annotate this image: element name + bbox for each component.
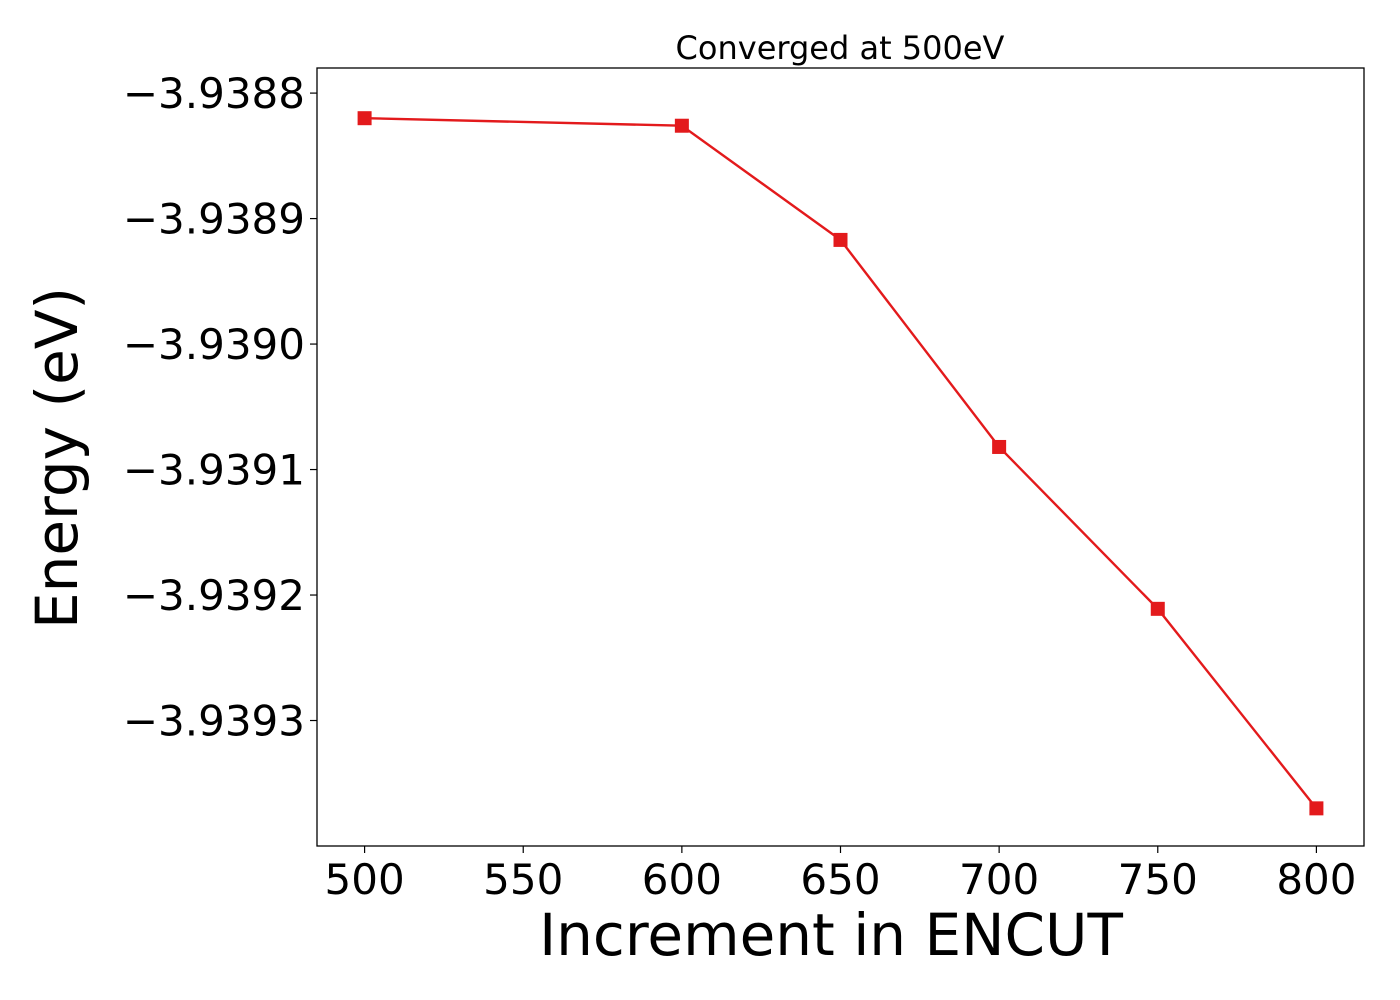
series-layer [357,111,1324,816]
y-tick-label: −3.9392 [123,571,305,620]
y-tick-label: −3.9389 [123,195,305,244]
chart-title: Converged at 500eV [676,29,1005,67]
x-tick-label: 500 [325,855,405,904]
data-point-marker [992,439,1007,454]
x-tick-label: 600 [642,855,722,904]
plot-area-frame [316,67,1365,847]
x-tick-label: 650 [800,855,880,904]
series-line [364,116,1318,810]
y-tick-label: −3.9388 [123,69,305,118]
x-tick-label: 800 [1276,855,1356,904]
x-tick-label: 700 [959,855,1039,904]
data-point-marker [674,118,689,133]
data-point-marker [833,232,848,247]
x-axis-ticks: 500 550 600 650 700 750 800 [325,846,1356,904]
x-tick-label: 550 [483,855,563,904]
data-point-marker [1309,801,1324,816]
x-tick-label: 750 [1118,855,1198,904]
x-axis-title: Increment in ENCUT [539,901,1123,969]
data-point-marker [357,111,372,126]
y-axis-ticks: −3.9388 −3.9389 −3.9390 −3.9391 −3.9392 −3.93… [123,69,317,746]
y-tick-label: −3.9391 [123,446,305,495]
y-tick-label: −3.9390 [123,320,305,369]
y-tick-label: −3.9393 [123,697,305,746]
y-axis-title: Energy (eV) [23,287,91,629]
data-point-marker [1150,601,1165,616]
